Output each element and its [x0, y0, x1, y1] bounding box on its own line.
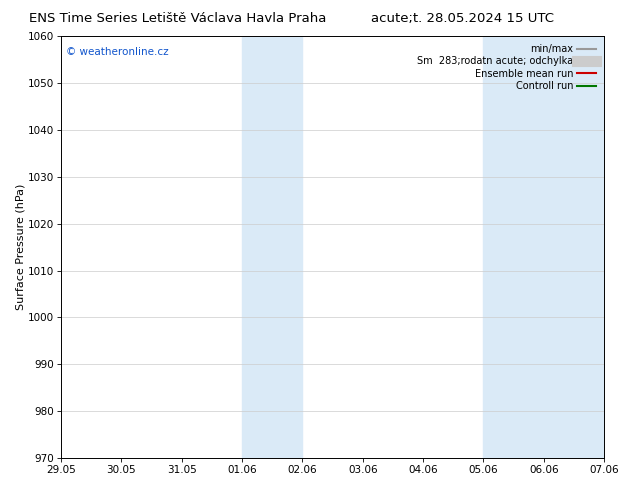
Text: © weatheronline.cz: © weatheronline.cz: [67, 47, 169, 57]
Y-axis label: Surface Pressure (hPa): Surface Pressure (hPa): [15, 184, 25, 310]
Bar: [484, 36, 604, 458]
Legend: min/max, Sm  283;rodatn acute; odchylka, Ensemble mean run, Controll run: min/max, Sm 283;rodatn acute; odchylka, …: [414, 41, 599, 94]
Text: acute;t. 28.05.2024 15 UTC: acute;t. 28.05.2024 15 UTC: [372, 12, 554, 25]
Bar: [242, 36, 302, 458]
Text: ENS Time Series Letiště Václava Havla Praha: ENS Time Series Letiště Václava Havla Pr…: [29, 12, 327, 25]
